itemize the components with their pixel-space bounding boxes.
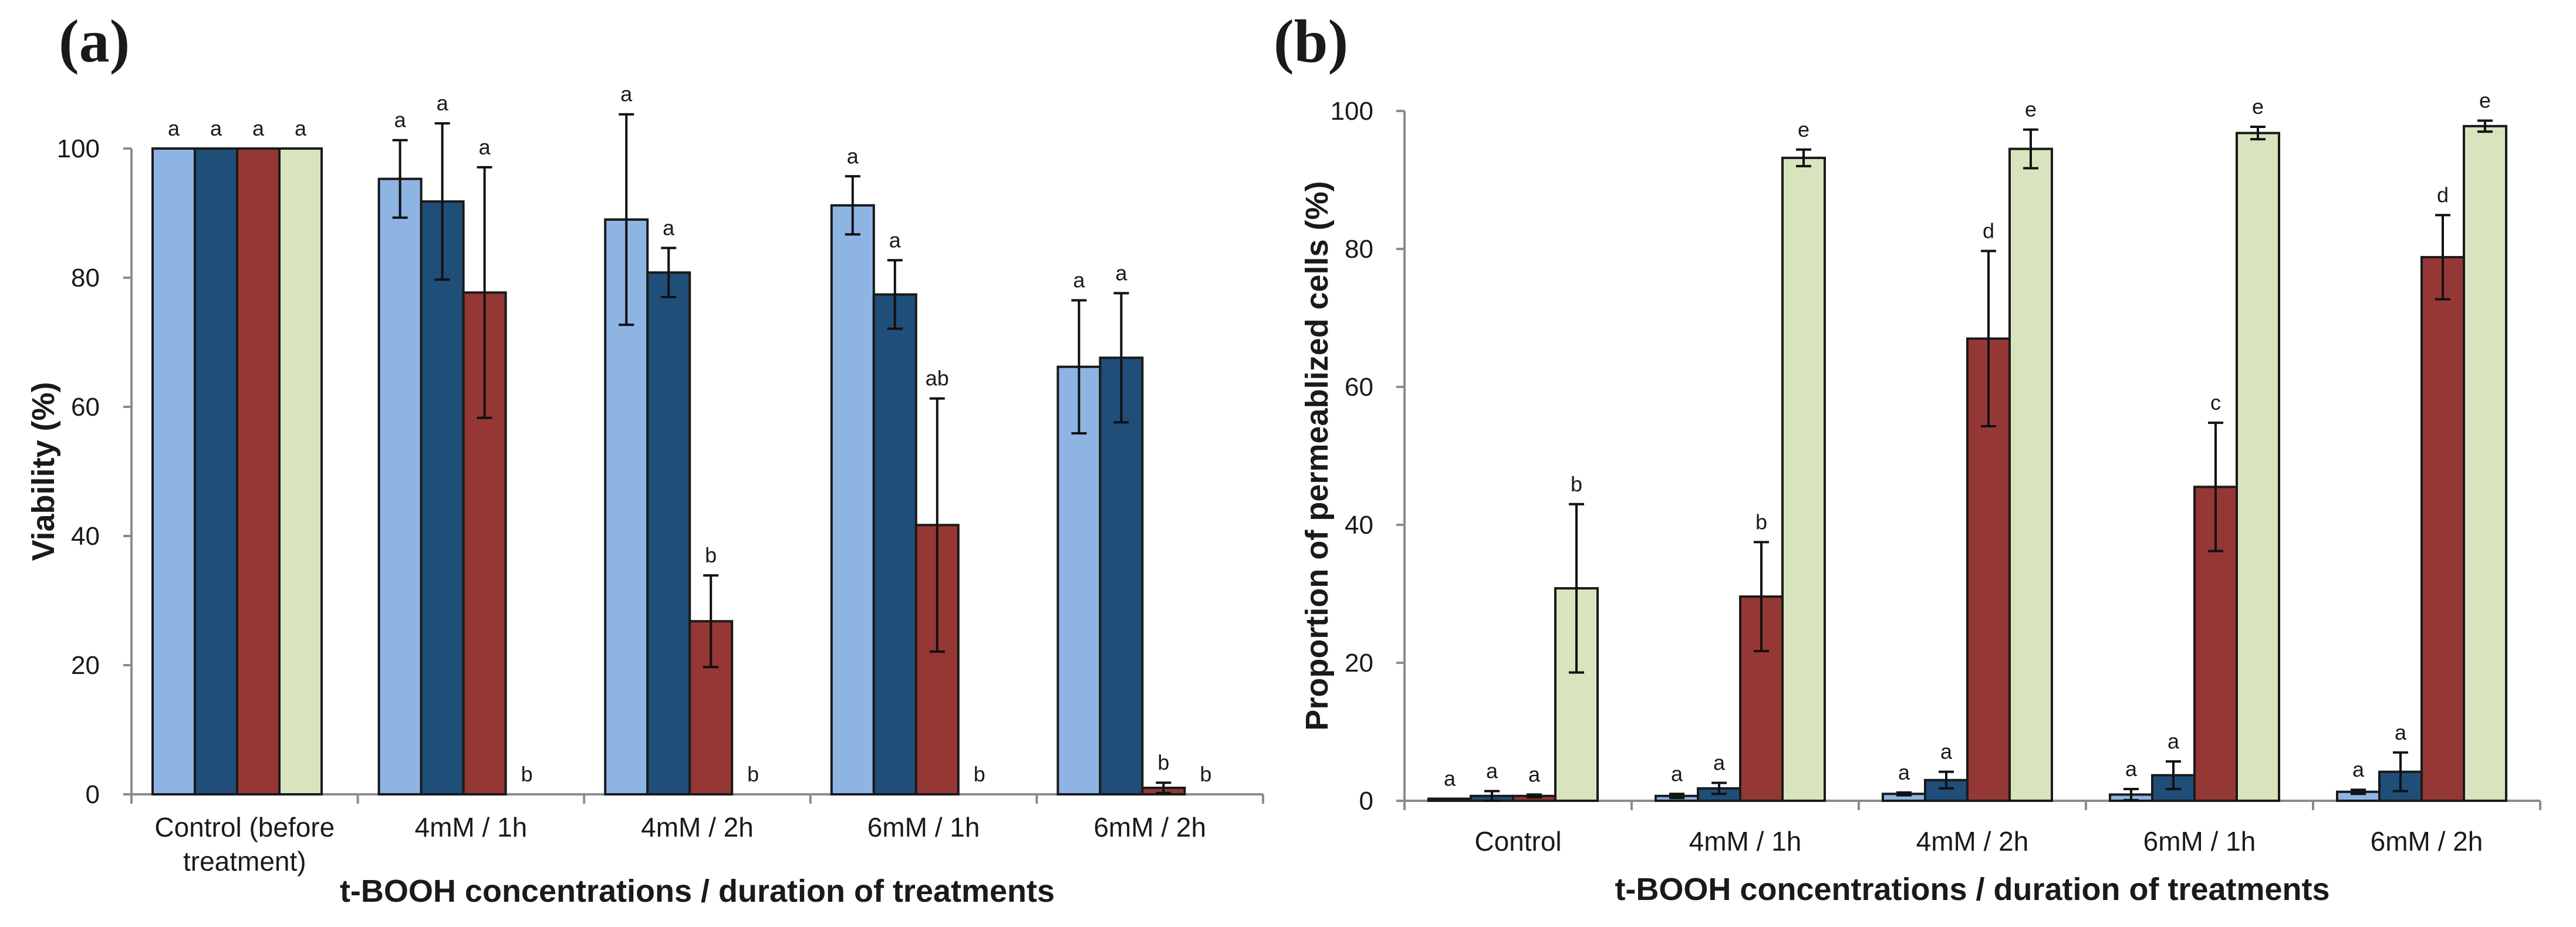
significance-letter: a (1671, 761, 1683, 786)
significance-letter: a (1940, 740, 1953, 764)
significance-letter: a (210, 116, 222, 140)
significance-letter: a (1528, 762, 1541, 786)
bar (420, 200, 465, 795)
significance-letter: b (1200, 762, 1211, 786)
significance-letter: a (2168, 729, 2180, 753)
y-tick-label: 100 (57, 134, 100, 163)
significance-letter: b (705, 543, 717, 567)
significance-letter: e (2479, 88, 2491, 112)
x-category-label: Control (1474, 826, 1561, 857)
significance-letter: a (252, 116, 265, 140)
bar (646, 271, 691, 795)
panel-a: (a) 0 20 40 60 80 100 Viability (%) Control (bef… (26, 8, 1264, 909)
x-category-label-line: Control (before (154, 812, 335, 842)
significance-letter: a (1073, 268, 1085, 292)
x-category-label: 4mM / 2h (641, 812, 754, 842)
bar (236, 147, 281, 795)
significance-letter: b (1157, 750, 1169, 774)
significance-letter: e (1798, 117, 1809, 141)
y-tick-label: 80 (71, 264, 100, 292)
x-category-label: 4mM / 2h (1916, 826, 2029, 857)
y-tick-label: 80 (1345, 235, 1373, 264)
x-axis-title: t-BOOH concentrations / duration of trea… (340, 874, 1055, 909)
x-category-label-line: 4mM / 2h (641, 812, 754, 842)
bar (872, 293, 917, 796)
x-category-label: 4mM / 1h (415, 812, 528, 842)
significance-letter: d (2437, 183, 2449, 207)
x-category-label: 6mM / 1h (2143, 826, 2256, 857)
x-category-label-line: 6mM / 2h (1093, 812, 1206, 842)
significance-letter: a (1713, 750, 1726, 774)
x-category-label-line: 6mM / 2h (2371, 826, 2483, 857)
significance-letter: b (747, 762, 759, 786)
bar (377, 177, 423, 796)
y-tick-label: 60 (1345, 373, 1373, 402)
y-axis-title: Viability (%) (26, 382, 61, 561)
significance-letter: c (2210, 390, 2221, 414)
bar (2008, 147, 2053, 802)
significance-letter: a (1486, 759, 1498, 783)
bar (1099, 356, 1144, 795)
significance-letter: a (2352, 757, 2365, 781)
bar (151, 147, 196, 795)
significance-letter: a (620, 82, 633, 106)
y-tick-label: 0 (86, 780, 100, 809)
significance-letter: b (1755, 510, 1767, 534)
y-tick-label: 60 (71, 393, 100, 422)
bar (1781, 156, 1826, 802)
y-tick-label: 20 (71, 651, 100, 680)
significance-letter: b (974, 762, 985, 786)
x-category-label-line: Control (1474, 826, 1561, 857)
significance-letter: a (1115, 261, 1127, 285)
x-category-label-line: 6mM / 1h (2143, 826, 2256, 857)
bar (2463, 124, 2507, 803)
panel-label: (b) (1274, 8, 1348, 75)
significance-letter: a (2395, 720, 2407, 744)
y-tick-label: 40 (71, 522, 100, 551)
bar (194, 147, 238, 795)
x-axis-title: t-BOOH concentrations / duration of trea… (1615, 872, 2329, 907)
x-category-label: 6mM / 2h (2371, 826, 2483, 857)
significance-letter: b (1571, 472, 1582, 496)
y-tick-label: 0 (1359, 787, 1373, 815)
x-category-label-line: 4mM / 1h (415, 812, 528, 842)
significance-letter: b (521, 762, 533, 786)
y-tick-label: 20 (1345, 649, 1373, 677)
bar (278, 147, 323, 795)
significance-letter: a (295, 116, 307, 140)
y-tick-label: 40 (1345, 511, 1373, 540)
bar (1056, 365, 1102, 795)
x-category-label-line: 4mM / 1h (1689, 826, 1802, 857)
panel-label: (a) (59, 8, 130, 75)
significance-letter: a (1898, 760, 1910, 784)
panel-b: (b) 0 20 40 60 80 100 Proportion of permeablize… (1274, 8, 2541, 907)
x-category-label-line: treatment) (183, 846, 306, 877)
significance-letter: a (2125, 757, 2138, 781)
significance-letter: a (1444, 766, 1456, 790)
significance-letter: a (394, 108, 407, 132)
x-category-label-line: 4mM / 2h (1916, 826, 2029, 857)
y-tick-label: 100 (1331, 97, 1373, 126)
bar (1427, 797, 1472, 802)
significance-letter: ab (926, 366, 949, 390)
x-category-label: 6mM / 2h (1093, 812, 1206, 842)
significance-letter: a (889, 228, 902, 252)
bar (2236, 132, 2280, 803)
x-category-label-line: 6mM / 1h (867, 812, 980, 842)
significance-letter: a (847, 144, 859, 168)
x-category-label: 4mM / 1h (1689, 826, 1802, 857)
y-axis-title: Proportion of permeablized cells (%) (1299, 181, 1335, 730)
bar (830, 204, 875, 795)
significance-letter: a (437, 91, 449, 115)
x-category-label: Control (before treatment) (154, 812, 335, 877)
significance-letter: e (2252, 95, 2264, 119)
significance-letter: a (663, 215, 675, 240)
bar (2420, 256, 2465, 803)
significance-letter: a (479, 135, 491, 159)
x-category-label: 6mM / 1h (867, 812, 980, 842)
significance-letter: e (2025, 97, 2037, 122)
significance-letter: d (1983, 219, 1994, 243)
significance-letter: a (168, 116, 180, 140)
